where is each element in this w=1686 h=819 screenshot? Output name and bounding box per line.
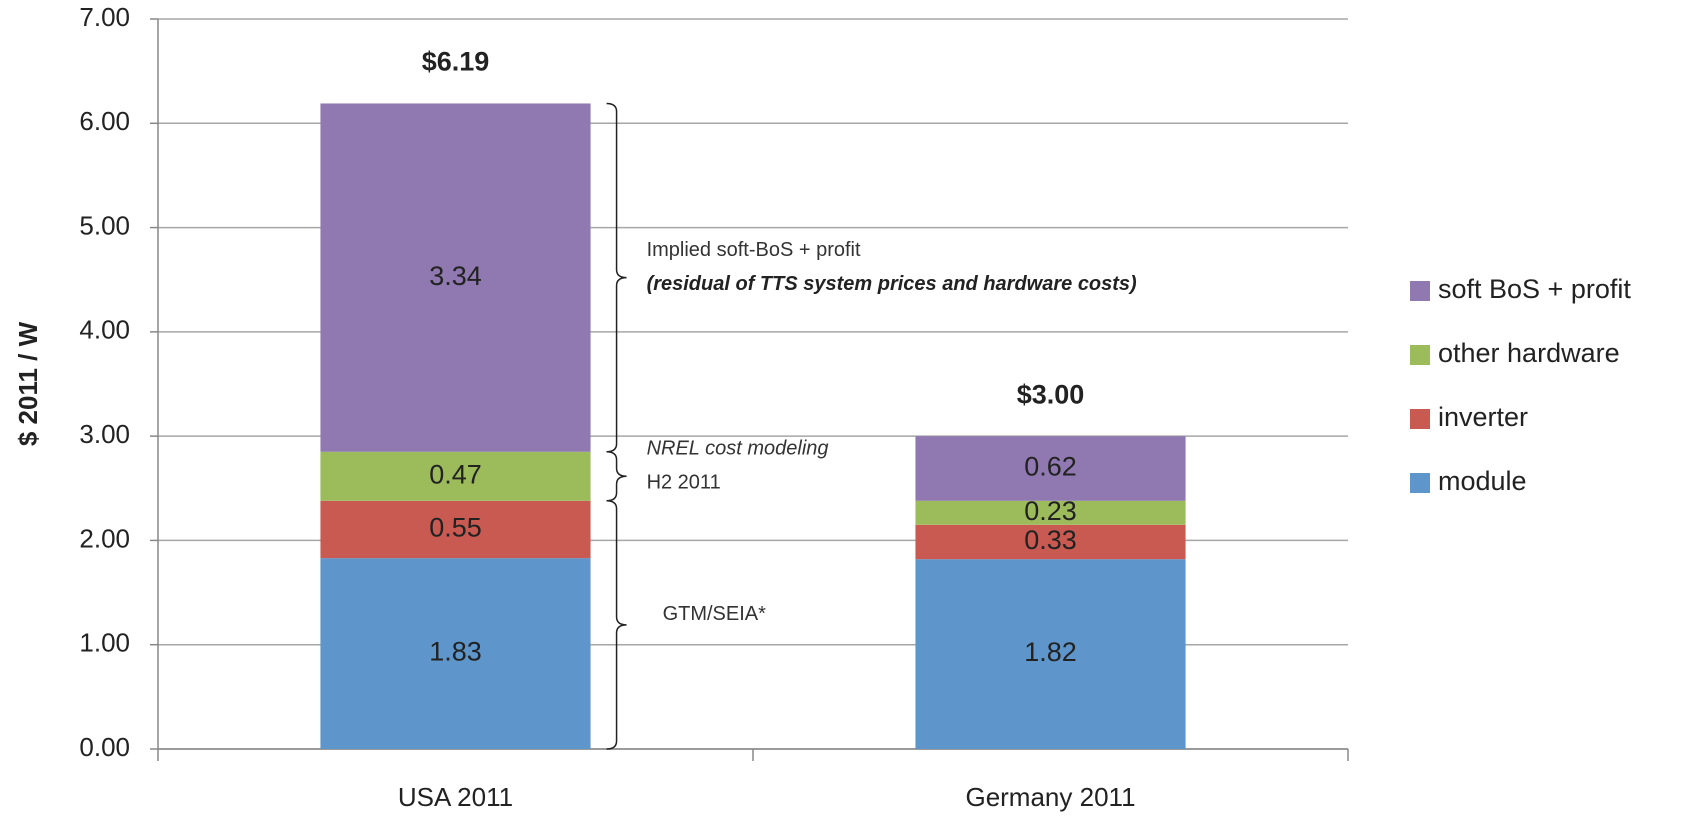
- bar-segment: [320, 500, 591, 559]
- y-tick-label: 7.00: [79, 2, 130, 32]
- value-label: 1.83: [429, 637, 482, 667]
- y-tick-label: 5.00: [79, 210, 130, 240]
- y-tick-label: 3.00: [79, 419, 130, 449]
- value-label: 1.82: [1024, 637, 1077, 667]
- legend-label: inverter: [1438, 402, 1528, 432]
- legend-swatch: [1410, 473, 1430, 493]
- brace: [606, 451, 627, 502]
- annotation: (residual of TTS system prices and hardw…: [647, 273, 1137, 295]
- bar-segment: [320, 103, 591, 452]
- value-label: 0.62: [1024, 452, 1077, 482]
- legend-swatch: [1410, 281, 1430, 301]
- legend-swatch: [1410, 409, 1430, 429]
- bar-segment: [320, 558, 591, 749]
- y-tick-label: 6.00: [79, 106, 130, 136]
- x-tick-label: USA 2011: [398, 782, 513, 812]
- y-tick-label: 2.00: [79, 523, 130, 553]
- annotation: GTM/SEIA*: [663, 603, 767, 625]
- legend-label: soft BoS + profit: [1438, 274, 1631, 304]
- brace: [606, 102, 627, 453]
- bar-segment: [915, 559, 1186, 749]
- value-label: 0.33: [1024, 525, 1077, 555]
- y-axis-title: $ 2011 / W: [13, 321, 43, 446]
- value-label: 0.23: [1024, 496, 1077, 526]
- total-label: $3.00: [1017, 379, 1085, 409]
- legend-label: other hardware: [1438, 338, 1620, 368]
- bar-segment: [915, 524, 1186, 560]
- y-tick-label: 0.00: [79, 732, 130, 762]
- value-label: 0.55: [429, 513, 482, 543]
- y-tick-label: 4.00: [79, 315, 130, 345]
- brace: [606, 500, 627, 750]
- bar-segment: [915, 436, 1186, 501]
- x-tick-label: Germany 2011: [965, 782, 1135, 812]
- legend-label: module: [1438, 466, 1527, 496]
- annotation: Implied soft-BoS + profit: [647, 239, 861, 261]
- legend-swatch: [1410, 345, 1430, 365]
- value-label: 3.34: [429, 261, 482, 291]
- annotation: H2 2011: [647, 472, 721, 494]
- annotation: NREL cost modeling: [647, 438, 829, 460]
- bar-segment: [320, 451, 591, 501]
- y-tick-label: 1.00: [79, 628, 130, 658]
- value-label: 0.47: [429, 459, 482, 489]
- total-label: $6.19: [422, 47, 490, 77]
- bar-segment: [915, 500, 1186, 525]
